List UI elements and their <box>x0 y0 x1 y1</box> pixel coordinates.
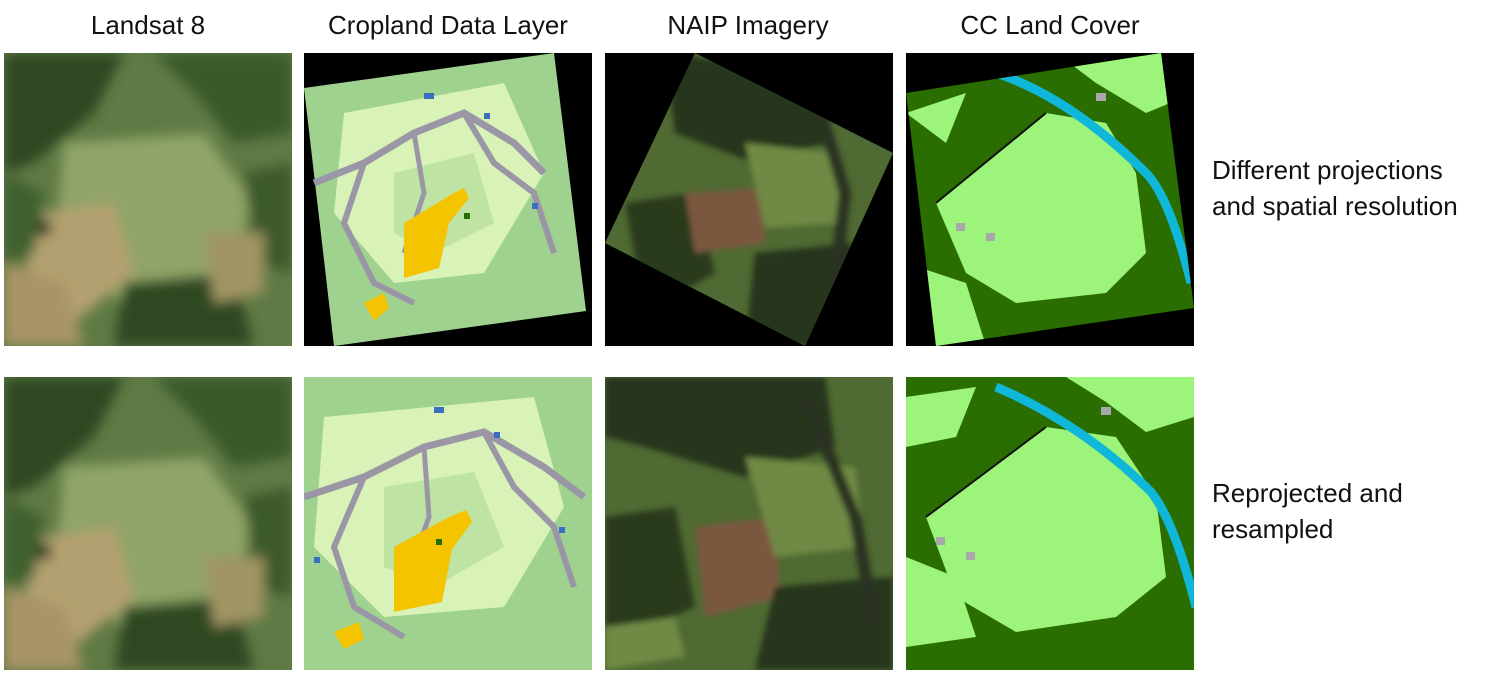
row-label-reprojected: Reprojected and resampled <box>1212 475 1403 547</box>
column-title-naip: NAIP Imagery <box>667 10 829 40</box>
cc-land-cover-image-reprojected-art <box>906 377 1194 670</box>
row-label-reprojected-line-2: resampled <box>1212 514 1334 544</box>
row-label-reprojected-line-1: Reprojected and <box>1212 478 1403 508</box>
cropland-image-reprojected-art <box>304 377 592 670</box>
landsat-image-reprojected <box>4 377 292 670</box>
naip-image-reprojected-art <box>605 377 893 670</box>
cropland-image-reprojected <box>304 377 592 670</box>
naip-image-reprojected <box>605 377 893 670</box>
cropland-image-original-art <box>304 53 592 346</box>
naip-image-original <box>605 53 893 346</box>
column-title-cropland: Cropland Data Layer <box>328 10 568 40</box>
cc-land-cover-image-original-art <box>906 53 1194 346</box>
row-label-original: Different projections and spatial resolu… <box>1212 152 1458 224</box>
column-title-cc-land-cover: CC Land Cover <box>960 10 1140 40</box>
cropland-image-original <box>304 53 592 346</box>
row-label-original-line-2: and spatial resolution <box>1212 191 1458 221</box>
cc-land-cover-image-reprojected <box>906 377 1194 670</box>
naip-image-original-art <box>605 53 893 346</box>
landsat-image-original-art <box>4 53 292 346</box>
landsat-image-reprojected-art <box>4 377 292 670</box>
cc-land-cover-image-original <box>906 53 1194 346</box>
landsat-image-original <box>4 53 292 346</box>
row-label-original-line-1: Different projections <box>1212 155 1443 185</box>
column-title-landsat: Landsat 8 <box>90 10 206 40</box>
